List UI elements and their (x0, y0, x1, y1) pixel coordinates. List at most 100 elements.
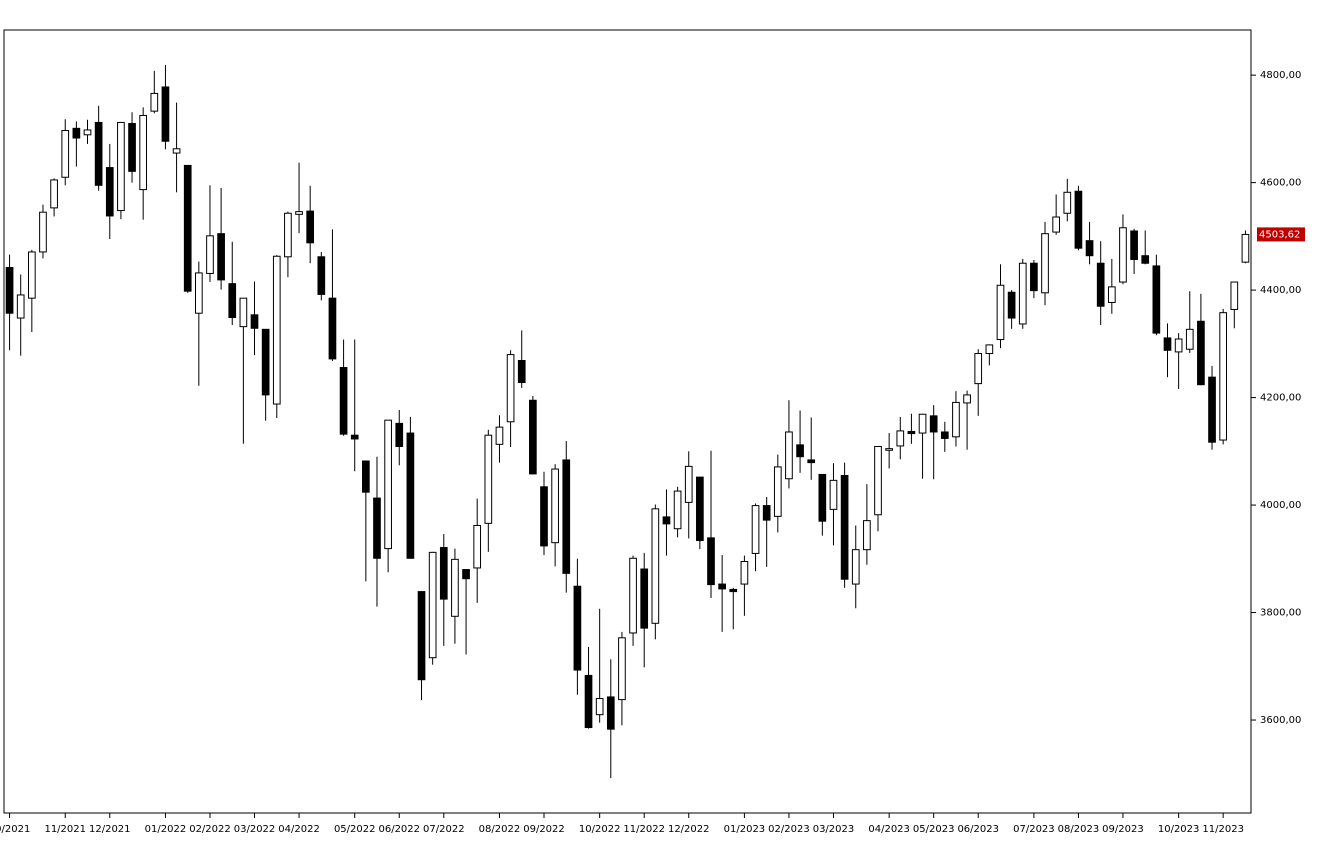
y-tick-label: 4800,00 (1260, 70, 1301, 81)
candle-body (1185, 328, 1194, 350)
candle-body (1208, 376, 1216, 443)
candle-body (473, 524, 482, 569)
candle-body (885, 448, 893, 451)
last-price-label: 4503,62 (1259, 229, 1300, 240)
candle-body (651, 508, 660, 624)
candle-body (573, 585, 582, 671)
candle-body (662, 516, 671, 525)
candle-body (1107, 286, 1116, 303)
x-tick-label: 10/2023 (1158, 824, 1200, 835)
candle-body (751, 505, 760, 554)
x-tick-label: 01/2023 (724, 824, 766, 835)
candle-body (373, 497, 381, 559)
x-tick-label: 03/2023 (813, 824, 855, 835)
candle-body (462, 569, 470, 580)
x-tick-label: 11/2023 (1202, 824, 1244, 835)
candle-body (1119, 227, 1127, 283)
candle-body (272, 255, 281, 405)
candle-body (1163, 337, 1172, 351)
candle-body (1007, 291, 1016, 319)
candle-body (729, 588, 738, 593)
candle-body (818, 473, 827, 522)
candle-body (27, 251, 36, 299)
candle-body (395, 422, 404, 447)
candle-body (250, 314, 259, 329)
candle-body (61, 129, 70, 178)
candle-body (362, 460, 370, 493)
y-tick-label: 4400,00 (1260, 285, 1301, 296)
candle-body (1052, 216, 1060, 233)
candle-body (874, 445, 882, 516)
candle-body (829, 479, 838, 510)
candle-body (918, 413, 927, 434)
candle-body (1074, 190, 1083, 249)
candle-body (5, 267, 14, 314)
candle-body (495, 426, 504, 445)
candle-body (896, 430, 905, 447)
x-tick-label: 07/2023 (1013, 824, 1055, 835)
candle-body (540, 486, 548, 547)
candle-body (529, 399, 537, 475)
candle-body (762, 505, 771, 521)
x-tick-label: 08/2023 (1058, 824, 1100, 835)
candle-body (172, 148, 181, 154)
candle-body (339, 366, 348, 435)
candle-body (595, 698, 604, 716)
candle-body (94, 121, 103, 186)
candle-body (384, 419, 392, 550)
candle-body (228, 283, 237, 319)
candle-body (439, 547, 448, 600)
candle-body (217, 233, 225, 281)
y-tick-label: 4200,00 (1260, 393, 1301, 404)
candle-body (183, 164, 192, 292)
candle-body (50, 179, 58, 209)
y-tick-label: 4600,00 (1260, 178, 1301, 189)
candle-body (963, 394, 971, 404)
candle-body (1152, 265, 1161, 334)
candle-body (707, 537, 715, 586)
x-tick-label: 12/2022 (668, 824, 710, 835)
x-tick-label: 11/2021 (44, 824, 86, 835)
candle-body (306, 210, 315, 244)
candle-body (863, 520, 871, 551)
candle-body (1230, 281, 1239, 310)
candle-body (1219, 312, 1228, 441)
candle-body (239, 297, 248, 328)
x-tick-label: 02/2023 (768, 824, 810, 835)
candle-body (584, 674, 593, 729)
candle-body (562, 459, 571, 574)
candle-body (451, 558, 459, 617)
candle-body (618, 637, 626, 701)
candle-body (840, 475, 849, 580)
x-tick-label: 06/2022 (378, 824, 420, 835)
candle-body (428, 551, 437, 659)
candle-body (506, 354, 515, 423)
last-price-box (1257, 227, 1305, 242)
candle-body (785, 431, 793, 480)
candle-body (1063, 191, 1072, 214)
candle-body (417, 591, 426, 681)
candle-body (629, 557, 637, 634)
candle-body (940, 431, 949, 439)
candle-body (1018, 262, 1027, 325)
candle-body (684, 465, 693, 503)
candle-body (1197, 320, 1205, 386)
x-tick-label: 02/2022 (189, 824, 231, 835)
candle-body (696, 476, 704, 542)
x-tick-label: 06/2023 (957, 824, 999, 835)
x-tick-label: 03/2022 (234, 824, 276, 835)
candle-body (773, 466, 782, 517)
x-tick-label: 04/2022 (278, 824, 320, 835)
candle-body (150, 92, 159, 112)
candle-body (117, 121, 125, 212)
candle-body (406, 432, 415, 559)
x-tick-label: 04/2023 (868, 824, 910, 835)
candle-body (606, 696, 615, 730)
candle-body (1041, 233, 1049, 294)
candle-body (907, 430, 916, 435)
candle-body (796, 444, 804, 458)
candle-body (517, 360, 526, 384)
x-tick-label: 05/2022 (334, 824, 376, 835)
candle-body (985, 344, 994, 355)
